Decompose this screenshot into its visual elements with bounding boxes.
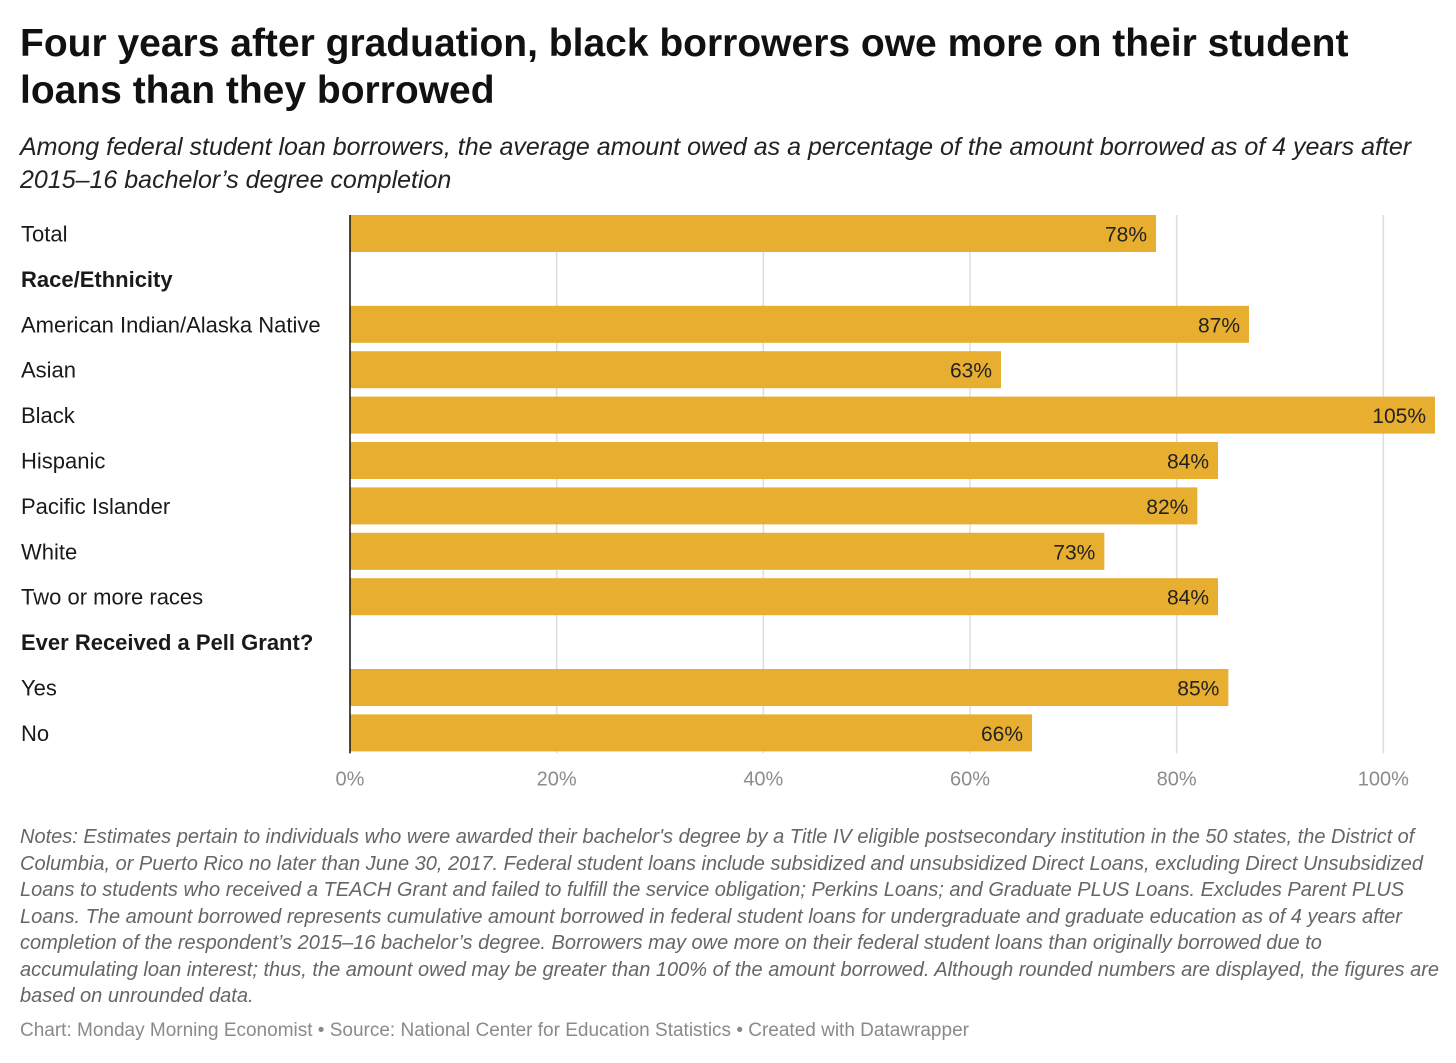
- group-header-ever-received-a-pell-grant: Ever Received a Pell Grant?: [21, 630, 313, 655]
- value-label-no: 66%: [981, 723, 1023, 746]
- x-tick-label-80: 80%: [1157, 768, 1197, 790]
- x-tick-label-0: 0%: [336, 768, 365, 790]
- bar-yes: [350, 669, 1229, 706]
- value-label-two-or-more-races: 84%: [1167, 587, 1209, 610]
- group-header-race-ethnicity: Race/Ethnicity: [21, 267, 173, 292]
- x-tick-label-40: 40%: [743, 768, 783, 790]
- chart-subtitle: Among federal student loan borrowers, th…: [20, 133, 1412, 194]
- value-label-total: 78%: [1105, 224, 1147, 247]
- row-label-no: No: [21, 721, 49, 746]
- value-label-hispanic: 84%: [1167, 451, 1209, 474]
- value-label-american-indian-alaska-native: 87%: [1198, 314, 1240, 337]
- gridlines: [555, 215, 1385, 754]
- x-axis-ticks: 0% 20% 40% 60% 80% 100%: [336, 215, 1409, 790]
- bar-total: [350, 215, 1156, 252]
- row-label-pacific-islander: Pacific Islander: [21, 494, 170, 519]
- bar-no: [350, 714, 1032, 752]
- bar-white: [350, 532, 1105, 570]
- row-label-two-or-more-races: Two or more races: [21, 585, 203, 610]
- chart-footer: Chart: Monday Morning Economist • Source…: [20, 1020, 969, 1041]
- bar-two-or-more-races: [350, 578, 1218, 616]
- bar-asian: [350, 351, 1001, 389]
- row-label-american-indian-alaska-native: American Indian/Alaska Native: [21, 312, 321, 337]
- bars: 78% 87% 63% 105% 84% 82% 73% 84% 85% 66%: [350, 215, 1435, 752]
- bar-hispanic: [350, 442, 1218, 479]
- value-label-yes: 85%: [1177, 678, 1219, 701]
- row-label-total: Total: [21, 222, 67, 247]
- bar-chart: 78% 87% 63% 105% 84% 82% 73% 84% 85% 66% Total Rac…: [21, 215, 1435, 790]
- x-tick-label-20: 20%: [537, 768, 577, 790]
- row-label-hispanic: Hispanic: [21, 449, 105, 474]
- value-label-black: 105%: [1372, 405, 1426, 428]
- bar-black: [350, 396, 1435, 434]
- bar-pacific-islander: [350, 487, 1198, 525]
- row-label-yes: Yes: [21, 676, 57, 701]
- x-tick-label-100: 100%: [1358, 768, 1409, 790]
- row-label-asian: Asian: [21, 358, 76, 383]
- row-label-black: Black: [21, 403, 76, 428]
- value-label-white: 73%: [1053, 541, 1095, 564]
- chart-notes: Notes: Estimates pertain to individuals …: [20, 826, 1440, 1007]
- chart-title: Four years after graduation, black borro…: [20, 22, 1349, 112]
- value-label-asian: 63%: [950, 360, 992, 383]
- row-label-white: White: [21, 539, 77, 564]
- value-label-pacific-islander: 82%: [1146, 496, 1188, 519]
- x-tick-label-60: 60%: [950, 768, 990, 790]
- row-labels: Total Race/Ethnicity American Indian/Alask…: [21, 222, 321, 746]
- bar-american-indian-alaska-native: [350, 305, 1249, 343]
